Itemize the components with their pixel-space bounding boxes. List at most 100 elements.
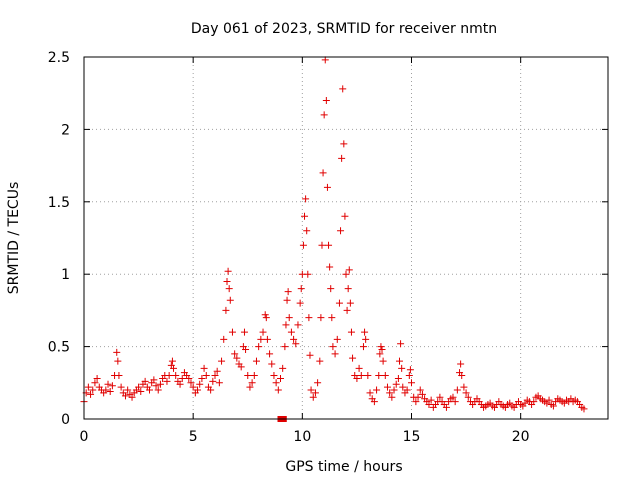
grid-layer xyxy=(84,57,608,419)
data-point xyxy=(220,335,228,343)
data-point xyxy=(102,386,110,394)
data-point xyxy=(196,380,204,388)
chart-title: Day 061 of 2023, SRMTID for receiver nmt… xyxy=(191,21,497,37)
data-point xyxy=(231,350,239,358)
y-tick-label: 0.5 xyxy=(48,340,70,356)
data-point xyxy=(355,364,363,372)
plot-frame xyxy=(83,56,609,420)
data-point xyxy=(378,345,386,353)
data-point xyxy=(259,328,267,336)
data-point xyxy=(328,314,336,322)
data-point xyxy=(412,398,420,406)
data-point xyxy=(399,383,407,391)
data-point xyxy=(261,311,269,319)
data-point xyxy=(408,379,415,387)
x-tick-label: 15 xyxy=(403,429,421,445)
data-point xyxy=(242,345,250,353)
data-point xyxy=(303,227,311,235)
data-point xyxy=(406,366,414,374)
data-point xyxy=(255,343,263,351)
data-point xyxy=(386,389,394,397)
data-point xyxy=(279,364,287,372)
data-point xyxy=(403,386,411,394)
data-point xyxy=(290,335,298,343)
data-point xyxy=(377,343,385,351)
data-point xyxy=(341,212,349,220)
data-point xyxy=(176,380,184,388)
data-point xyxy=(306,351,314,359)
data-point xyxy=(284,288,292,296)
data-point xyxy=(124,386,132,394)
data-point xyxy=(285,314,293,322)
data-point xyxy=(316,357,324,365)
data-point xyxy=(224,267,232,275)
data-point xyxy=(104,380,112,388)
data-point xyxy=(268,360,276,368)
data-point xyxy=(165,372,173,380)
data-point xyxy=(228,328,236,336)
data-point xyxy=(215,379,223,387)
data-point xyxy=(250,372,258,380)
data-point xyxy=(240,328,248,336)
data-point xyxy=(425,401,433,409)
data-point xyxy=(121,392,129,400)
data-point xyxy=(418,390,426,398)
data-point xyxy=(326,263,334,271)
data-point xyxy=(427,396,435,404)
data-point xyxy=(320,111,328,119)
data-point xyxy=(84,383,92,391)
data-point xyxy=(319,169,327,177)
data-point xyxy=(198,374,206,382)
data-point xyxy=(307,386,315,394)
data-point xyxy=(357,372,365,380)
data-point xyxy=(296,299,304,307)
data-point xyxy=(464,393,472,401)
data-point xyxy=(347,328,355,336)
data-point xyxy=(329,343,337,351)
data-point xyxy=(395,357,403,365)
data-point xyxy=(156,380,164,388)
data-point xyxy=(398,364,406,372)
y-tick-label: 1 xyxy=(61,267,70,283)
data-point xyxy=(335,299,343,307)
data-point xyxy=(168,357,176,365)
data-point xyxy=(549,402,557,410)
x-tick-label: 20 xyxy=(512,429,530,445)
data-point xyxy=(222,306,230,314)
data-point xyxy=(317,314,325,322)
data-point xyxy=(381,372,389,380)
data-point xyxy=(262,314,270,322)
data-point xyxy=(277,374,284,382)
data-point xyxy=(178,374,186,382)
data-point xyxy=(115,372,123,380)
data-point xyxy=(87,390,95,398)
data-point xyxy=(390,386,398,394)
data-point xyxy=(370,398,378,406)
data-point xyxy=(405,372,413,380)
data-point xyxy=(394,374,402,382)
data-point xyxy=(270,372,278,380)
data-point xyxy=(327,285,335,293)
data-point xyxy=(163,377,171,385)
data-point xyxy=(346,299,354,307)
data-point xyxy=(337,227,345,235)
data-point xyxy=(170,364,178,372)
data-point xyxy=(106,387,114,395)
x-tick-label: 5 xyxy=(189,429,198,445)
data-point xyxy=(141,377,149,385)
data-point xyxy=(376,350,384,358)
data-point xyxy=(272,379,280,387)
data-point xyxy=(135,383,143,391)
data-point xyxy=(379,357,387,365)
y-tick-label: 2.5 xyxy=(48,50,70,66)
data-point xyxy=(274,386,282,394)
data-point xyxy=(237,363,245,371)
data-point xyxy=(338,154,346,162)
data-point xyxy=(233,354,241,362)
data-point xyxy=(449,393,457,401)
data-point xyxy=(375,372,383,380)
data-point xyxy=(172,372,180,380)
data-point xyxy=(305,314,313,322)
data-point xyxy=(580,405,588,413)
data-point xyxy=(283,296,291,304)
